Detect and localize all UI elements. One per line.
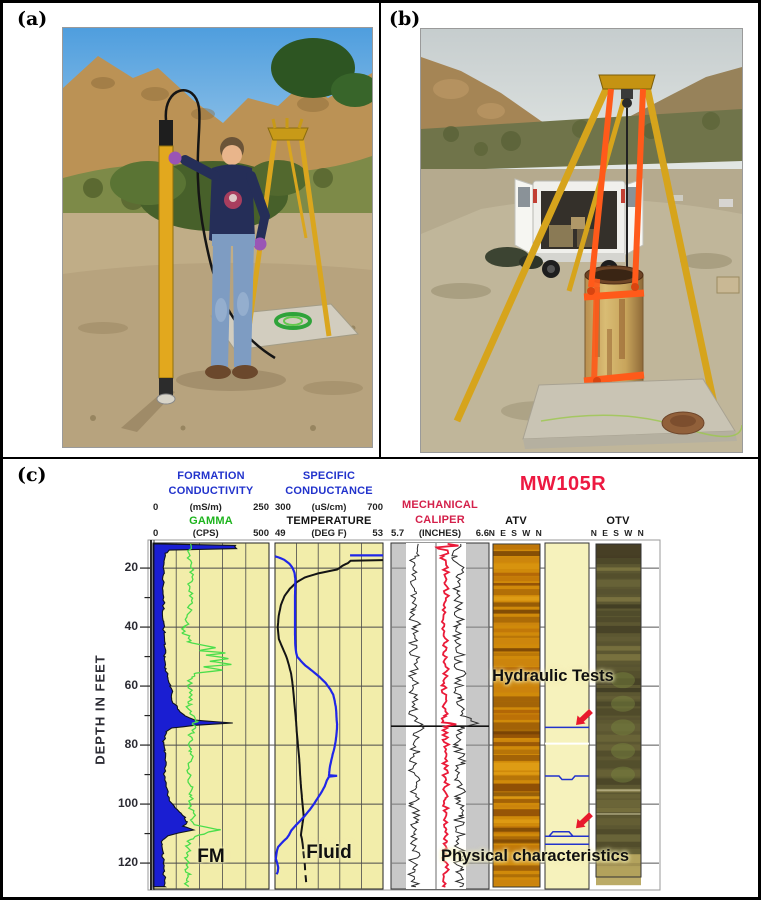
boot: [205, 365, 231, 379]
crate: [716, 276, 740, 294]
caliper-black-trace-left: [406, 543, 425, 888]
right-arm: [255, 211, 270, 245]
concrete-pad: [522, 378, 742, 449]
gamma-curve: [180, 543, 232, 888]
panel-b-label: (b): [389, 8, 421, 30]
otv-title: OTV: [606, 515, 630, 527]
plot-area: [147, 539, 661, 891]
formation-conductivity-curve: [152, 543, 238, 888]
depth-tick-label: 80: [124, 737, 138, 752]
panel-c-label: (c): [17, 464, 47, 486]
tree: [271, 38, 372, 107]
specific-conductance-title: SPECIFIC CONDUCTANCE: [285, 470, 373, 497]
fluid-track-label: Fluid: [306, 842, 352, 863]
track-otv-image: [595, 543, 642, 886]
orange-straps: [583, 88, 646, 386]
depth-tick-label: 120: [117, 855, 138, 870]
red-arrow: [576, 708, 593, 725]
mechanical-caliper-scale: 5.7 (INCHES) 6.6: [391, 528, 489, 539]
van: [514, 178, 644, 278]
specific-conductance-curve: [274, 555, 339, 875]
hydraulic-test-line: [545, 775, 589, 781]
tripod: [453, 74, 725, 438]
depth-tick-label: 100: [117, 796, 138, 811]
temperature-curve: [276, 559, 384, 850]
temperature-scale: 49 (DEG F) 53: [275, 528, 383, 539]
panel-a-label: (a): [17, 8, 48, 30]
well-name-title: MW105R: [519, 473, 607, 495]
panel-divider-horizontal: [3, 457, 758, 459]
caliper-black-trace-right: [451, 543, 480, 888]
physical-characteristics-label: Physical characteristics: [440, 847, 630, 865]
formation-conductivity-scale: 0 (mS/m) 250: [153, 502, 269, 513]
person: [168, 137, 270, 379]
left-arm: [180, 155, 220, 181]
atv-title: ATV: [505, 515, 527, 527]
depth-tick-label: 40: [124, 619, 138, 634]
boot: [232, 365, 258, 379]
photo-tripod-over-well-casing: [420, 28, 743, 453]
track-fm: [152, 542, 270, 890]
grid-ticks: [269, 567, 659, 864]
formation-conductivity-title: FORMATION CONDUCTIVITY: [168, 470, 254, 497]
panel-divider-vertical: [379, 3, 381, 458]
otv-orientation: N E S W N: [590, 528, 646, 538]
depth-tick-label: 20: [124, 560, 138, 575]
depth-tick-label: 60: [124, 678, 138, 693]
red-arrow: [576, 812, 593, 829]
purple-glove: [168, 151, 182, 165]
mechanical-caliper-curve: [434, 543, 459, 888]
head: [222, 145, 242, 165]
depth-axis-label: DEPTH IN FEET: [92, 654, 108, 765]
track-hydraulic-tests: [544, 542, 590, 890]
atv-orientation: N E S W N: [488, 528, 544, 538]
track-caliper: [390, 542, 490, 890]
depth-axis: [140, 540, 155, 890]
gamma-scale: 0 (CPS) 500: [153, 528, 269, 539]
photo-technician-with-logging-probe: [62, 27, 373, 448]
fm-track-label: FM: [197, 846, 225, 867]
tripod-head: [598, 74, 656, 90]
temperature-title: TEMPERATURE: [286, 515, 372, 527]
track-atv-image: [492, 543, 541, 888]
purple-glove: [253, 237, 267, 251]
mechanical-caliper-title: MECHANICAL CALIPER: [402, 499, 478, 526]
specific-conductance-scale: 300 (uS/cm) 700: [275, 502, 383, 513]
gamma-title: GAMMA: [189, 515, 233, 527]
pulley: [622, 98, 632, 108]
track-fluid: [274, 542, 384, 890]
hydraulic-tests-label: Hydraulic Tests: [492, 667, 614, 685]
